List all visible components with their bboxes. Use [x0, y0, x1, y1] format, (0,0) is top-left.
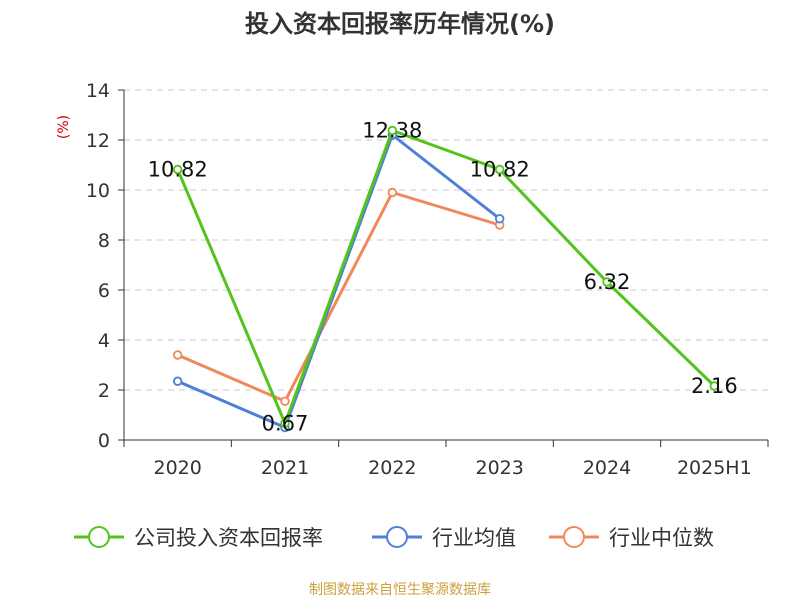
data-label: 0.67 — [262, 411, 309, 435]
y-tick-label: 8 — [98, 230, 110, 252]
y-tick-label: 6 — [98, 280, 110, 302]
data-point — [494, 214, 505, 224]
x-tick-label: 2020 — [153, 457, 201, 479]
x-tick-label: 2025H1 — [677, 457, 752, 479]
series-line — [176, 129, 716, 425]
series-0 — [172, 125, 720, 428]
series-line — [177, 191, 501, 403]
y-axis-unit-label: (%) — [56, 115, 72, 139]
legend-marker — [88, 526, 110, 548]
data-label: 6.32 — [584, 270, 631, 294]
data-point — [387, 125, 398, 136]
data-label: 10.82 — [148, 158, 208, 182]
data-point — [172, 164, 183, 175]
data-point — [709, 381, 720, 391]
legend-label: 行业中位数 — [609, 526, 714, 550]
data-point — [280, 418, 290, 428]
y-tick-label: 14 — [86, 80, 110, 102]
data-label: 10.82 — [470, 158, 530, 182]
y-tick-label: 2 — [98, 380, 110, 402]
series-2 — [172, 187, 505, 406]
series-1 — [172, 130, 505, 433]
x-tick-label: 2023 — [475, 457, 523, 479]
legend-item-1: 行业均值 — [372, 526, 516, 550]
legend: 公司投入资本回报率 行业均值 行业中位数 — [74, 526, 714, 550]
chart-title: 投入资本回报率历年情况(%) — [245, 10, 555, 38]
legend-item-2: 行业中位数 — [549, 526, 714, 550]
y-tick-label: 10 — [86, 180, 110, 202]
y-tick-label: 0 — [98, 430, 110, 452]
x-tick-label: 2021 — [261, 457, 309, 479]
data-point — [172, 376, 183, 386]
y-tick-label: 4 — [98, 330, 110, 352]
data-labels: 10.82 0.67 12.38 10.82 6.32 2.16 — [148, 119, 738, 436]
x-tick-label: 2024 — [583, 457, 631, 479]
series-layer — [172, 125, 720, 433]
grid-lines — [124, 89, 768, 391]
data-point — [387, 187, 398, 198]
data-point — [172, 350, 183, 360]
legend-marker — [563, 526, 585, 548]
data-point — [602, 277, 612, 287]
data-label: 12.38 — [362, 119, 422, 143]
legend-label: 公司投入资本回报率 — [134, 526, 323, 550]
y-tick-label: 12 — [86, 130, 110, 152]
data-point — [280, 396, 290, 406]
source-footnote: 制图数据来自恒生聚源数据库 — [309, 582, 491, 598]
legend-marker — [386, 526, 408, 548]
data-label: 2.16 — [691, 374, 738, 398]
legend-label: 行业均值 — [432, 526, 516, 550]
series-line — [177, 133, 501, 429]
data-point — [494, 164, 505, 175]
legend-item-0: 公司投入资本回报率 — [74, 526, 323, 550]
axes: 0 2 4 6 8 10 12 14 2020 2021 2022 2023 2024 2025H1 — [86, 80, 769, 479]
x-tick-label: 2022 — [368, 457, 416, 479]
